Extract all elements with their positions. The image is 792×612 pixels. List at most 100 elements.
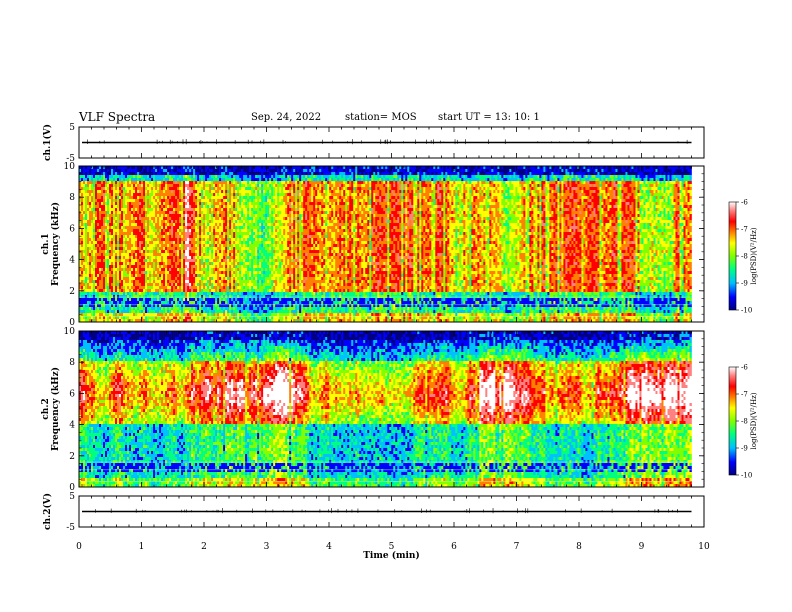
- spectrogram-cell: [159, 283, 161, 286]
- spectrogram-cell: [161, 304, 163, 307]
- spectrogram-cell: [125, 238, 127, 241]
- spectrogram-cell: [213, 286, 215, 289]
- spectrogram-cell: [121, 175, 123, 178]
- spectrogram-cell: [137, 277, 139, 280]
- spectrogram-cell: [197, 283, 199, 286]
- spectrogram-cell: [177, 223, 179, 226]
- spectrogram-cell: [215, 220, 217, 223]
- spectrogram-cell: [113, 268, 115, 271]
- spectrogram-cell: [149, 268, 151, 271]
- spectrogram-cell: [133, 262, 135, 265]
- spectrogram-cell: [127, 268, 129, 271]
- spectrogram-cell: [117, 274, 119, 277]
- spectrogram-cell: [149, 304, 151, 307]
- spectrogram-cell: [159, 286, 161, 289]
- spectrogram-cell: [165, 187, 167, 190]
- spectrogram-cell: [221, 244, 223, 247]
- spectrogram-cell: [217, 244, 219, 247]
- spectrogram-cell: [141, 196, 143, 199]
- spectrogram-cell: [141, 286, 143, 289]
- spectrogram-cell: [97, 196, 99, 199]
- spectrogram-cell: [89, 220, 91, 223]
- spectrogram-cell: [173, 229, 175, 232]
- spectrogram-cell: [87, 259, 89, 262]
- spectrogram-cell: [141, 187, 143, 190]
- spectrogram-cell: [221, 301, 223, 304]
- spectrogram-cell: [135, 289, 137, 292]
- spectrogram-cell: [173, 211, 175, 214]
- spectrogram-cell: [189, 289, 191, 292]
- spectrogram-cell: [187, 265, 189, 268]
- spectrogram-cell: [95, 184, 97, 187]
- spectrogram-cell: [131, 184, 133, 187]
- spectrogram-cell: [175, 313, 177, 316]
- spectrogram-cell: [213, 187, 215, 190]
- spectrogram-cell: [85, 313, 87, 316]
- spectrogram-cell: [111, 289, 113, 292]
- spectrogram-cell: [171, 238, 173, 241]
- spectrogram-cell: [183, 238, 185, 241]
- spectrogram-cell: [183, 178, 185, 181]
- spectrogram-cell: [149, 208, 151, 211]
- spectrogram-cell: [119, 247, 121, 250]
- spectrogram-cell: [153, 217, 155, 220]
- spectrogram-cell: [145, 298, 147, 301]
- spectrogram-cell: [97, 310, 99, 313]
- spectrogram-cell: [89, 310, 91, 313]
- spectrogram-cell: [189, 265, 191, 268]
- spectrogram-cell: [189, 211, 191, 214]
- spectrogram-cell: [125, 277, 127, 280]
- spectrogram-cell: [121, 247, 123, 250]
- spectrogram-cell: [107, 196, 109, 199]
- spectrogram-cell: [189, 217, 191, 220]
- spectrogram-cell: [131, 289, 133, 292]
- spectrogram-cell: [125, 262, 127, 265]
- spectrogram-cell: [99, 307, 101, 310]
- spectrogram-cell: [115, 280, 117, 283]
- spectrogram-cell: [201, 292, 203, 295]
- spectrogram-cell: [197, 286, 199, 289]
- spectrogram-cell: [151, 295, 153, 298]
- spectrogram-cell: [125, 226, 127, 229]
- spectrogram-cell: [103, 310, 105, 313]
- spectrogram-cell: [87, 262, 89, 265]
- spectrogram-cell: [105, 175, 107, 178]
- spectrogram-cell: [193, 178, 195, 181]
- spectrogram-cell: [101, 241, 103, 244]
- spectrogram-cell: [149, 223, 151, 226]
- spectrogram-cell: [183, 205, 185, 208]
- spectrogram-cell: [93, 268, 95, 271]
- spectrogram-cell: [105, 208, 107, 211]
- spectrogram-cell: [179, 223, 181, 226]
- spectrogram-cell: [147, 241, 149, 244]
- spectrogram-cell: [203, 235, 205, 238]
- spectrogram-cell: [95, 202, 97, 205]
- spectrogram-cell: [217, 223, 219, 226]
- spectrogram-cell: [215, 271, 217, 274]
- spectrogram-cell: [91, 262, 93, 265]
- spectrogram-cell: [91, 286, 93, 289]
- spectrogram-cell: [213, 244, 215, 247]
- spectrogram-cell: [171, 172, 173, 175]
- spectrogram-cell: [169, 262, 171, 265]
- spectrogram-cell: [119, 205, 121, 208]
- spectrogram-cell: [101, 232, 103, 235]
- spectrogram-cell: [141, 280, 143, 283]
- spectrogram-cell: [157, 250, 159, 253]
- spectrogram-cell: [215, 265, 217, 268]
- spectrogram-cell: [181, 172, 183, 175]
- spectrogram-cell: [161, 274, 163, 277]
- spectrogram-cell: [125, 298, 127, 301]
- spectrogram-cell: [177, 259, 179, 262]
- spectrogram-cell: [211, 265, 213, 268]
- spectrogram-cell: [139, 229, 141, 232]
- spectrogram-cell: [163, 250, 165, 253]
- spectrogram-cell: [211, 286, 213, 289]
- spectrogram-cell: [133, 298, 135, 301]
- spectrogram-cell: [157, 226, 159, 229]
- spectrogram-cell: [165, 262, 167, 265]
- spectrogram-cell: [183, 244, 185, 247]
- spectrogram-cell: [119, 310, 121, 313]
- spectrogram-cell: [195, 286, 197, 289]
- spectrogram-cell: [117, 313, 119, 316]
